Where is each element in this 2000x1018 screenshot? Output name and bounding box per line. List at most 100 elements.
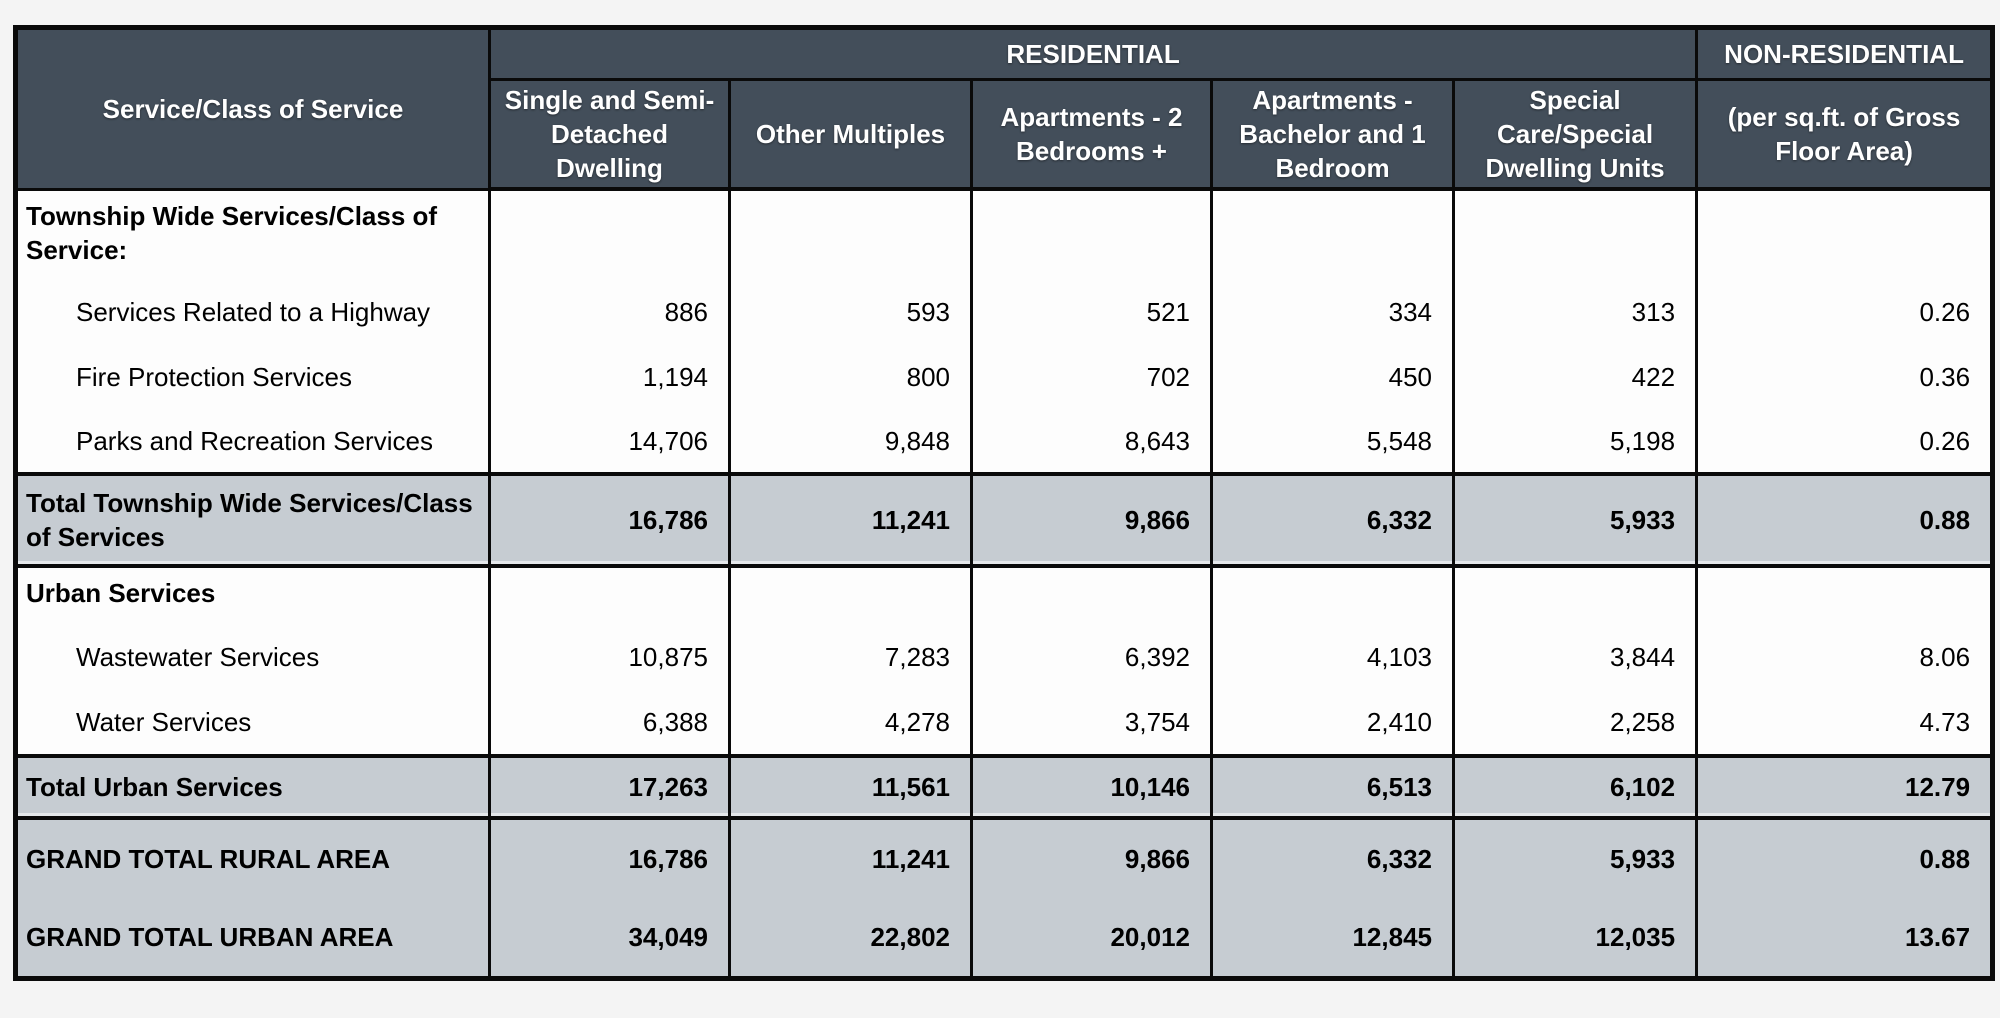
row-label: Township Wide Services/Class of Service: [14,189,491,279]
cell-value: 3,754 [970,690,1213,758]
table-row-fire-protection: Fire Protection Services 1,194 800 702 4… [14,344,1995,409]
cell-value: 5,198 [1451,409,1699,476]
cell-value [1210,566,1455,624]
cell-value: 5,933 [1451,818,1699,898]
row-label: Services Related to a Highway [14,279,491,344]
cell-value [1695,566,1995,624]
cell-value [728,566,973,624]
cell-value: 14,706 [488,409,731,476]
cell-value: 20,012 [970,898,1213,978]
cell-value: 886 [488,279,731,344]
cell-value: 450 [1210,344,1455,409]
cell-value [1451,189,1699,279]
cell-value: 0.26 [1695,279,1995,344]
cell-value: 17,263 [488,756,731,820]
table-row-grand-total-urban: GRAND TOTAL URBAN AREA 34,049 22,802 20,… [14,898,1995,978]
cell-value: 4,278 [728,690,973,758]
cell-value: 2,410 [1210,690,1455,758]
cell-value: 16,786 [488,474,731,568]
cell-value: 7,283 [728,624,973,690]
cell-value: 8.06 [1695,624,1995,690]
cell-value: 6,102 [1451,756,1699,820]
cell-value: 6,513 [1210,756,1455,820]
table-row-township-section: Township Wide Services/Class of Service: [14,189,1995,279]
row-label: GRAND TOTAL URBAN AREA [14,898,491,978]
cell-value: 34,049 [488,898,731,978]
cell-value [488,189,731,279]
cell-value: 313 [1451,279,1699,344]
cell-value [1451,566,1699,624]
table-row-urban-section: Urban Services [14,566,1995,624]
header-band-top: Service/Class of Service RESIDENTIAL NON… [14,27,1995,191]
cell-value: 702 [970,344,1213,409]
row-label: GRAND TOTAL RURAL AREA [14,818,491,898]
development-charges-table: Service/Class of Service RESIDENTIAL NON… [13,25,1996,981]
col-group-non-residential: NON-RESIDENTIAL [1695,27,1995,81]
cell-value: 5,933 [1451,474,1699,568]
cell-value: 800 [728,344,973,409]
cell-value: 4.73 [1695,690,1995,758]
cell-value: 3,844 [1451,624,1699,690]
table-row-grand-total-rural: GRAND TOTAL RURAL AREA 16,786 11,241 9,8… [14,818,1995,898]
cell-value: 0.88 [1695,474,1995,568]
cell-value: 12,035 [1451,898,1699,978]
col-header-apartments-2br: Apartments - 2 Bedrooms + [970,79,1213,191]
cell-value: 12,845 [1210,898,1455,978]
cell-value: 9,848 [728,409,973,476]
table-row-wastewater: Wastewater Services 10,875 7,283 6,392 4… [14,624,1995,690]
cell-value: 6,332 [1210,474,1455,568]
cell-value [488,566,731,624]
cell-value [1695,189,1995,279]
row-label: Water Services [14,690,491,758]
cell-value: 11,561 [728,756,973,820]
cell-value: 10,875 [488,624,731,690]
col-header-apartments-bachelor-1br: Apartments - Bachelor and 1 Bedroom [1210,79,1455,191]
col-header-other-multiples: Other Multiples [728,79,973,191]
cell-value: 22,802 [728,898,973,978]
row-label: Total Urban Services [14,756,491,820]
col-header-single-semi-detached: Single and Semi-Detached Dwelling [488,79,731,191]
cell-value: 8,643 [970,409,1213,476]
cell-value: 2,258 [1451,690,1699,758]
cell-value: 13.67 [1695,898,1995,978]
cell-value: 11,241 [728,474,973,568]
table-row-parks-recreation: Parks and Recreation Services 14,706 9,8… [14,409,1995,476]
cell-value: 0.26 [1695,409,1995,476]
col-group-residential: RESIDENTIAL [487,27,1699,81]
table-body: Township Wide Services/Class of Service:… [14,189,1995,978]
table-row-total-township: Total Township Wide Services/Class of Se… [14,474,1995,568]
cell-value: 6,332 [1210,818,1455,898]
cell-value [970,189,1213,279]
cell-value: 593 [728,279,973,344]
table-row-water: Water Services 6,388 4,278 3,754 2,410 2… [14,690,1995,758]
cell-value: 422 [1451,344,1699,409]
cell-value [1210,189,1455,279]
row-label: Total Township Wide Services/Class of Se… [14,474,491,568]
cell-value: 16,786 [488,818,731,898]
col-header-special-care: Special Care/Special Dwelling Units [1451,79,1699,191]
table-row-total-urban: Total Urban Services 17,263 11,561 10,14… [14,756,1995,820]
cell-value [728,189,973,279]
table-header: Service/Class of Service RESIDENTIAL NON… [14,27,1995,191]
cell-value [970,566,1213,624]
row-label: Urban Services [14,566,491,624]
row-label: Parks and Recreation Services [14,409,491,476]
cell-value: 5,548 [1210,409,1455,476]
col-header-service-class: Service/Class of Service [14,27,491,191]
row-label: Fire Protection Services [14,344,491,409]
row-label: Wastewater Services [14,624,491,690]
cell-value: 1,194 [488,344,731,409]
cell-value: 6,392 [970,624,1213,690]
cell-value: 11,241 [728,818,973,898]
cell-value: 521 [970,279,1213,344]
cell-value: 6,388 [488,690,731,758]
cell-value: 9,866 [970,474,1213,568]
cell-value: 334 [1210,279,1455,344]
cell-value: 0.88 [1695,818,1995,898]
table-row-services-highway: Services Related to a Highway 886 593 52… [14,279,1995,344]
cell-value: 12.79 [1695,756,1995,820]
cell-value: 10,146 [970,756,1213,820]
cell-value: 9,866 [970,818,1213,898]
header-band-sub: Single and Semi-Detached Dwelling Other … [16,79,1995,191]
cell-value: 0.36 [1695,344,1995,409]
